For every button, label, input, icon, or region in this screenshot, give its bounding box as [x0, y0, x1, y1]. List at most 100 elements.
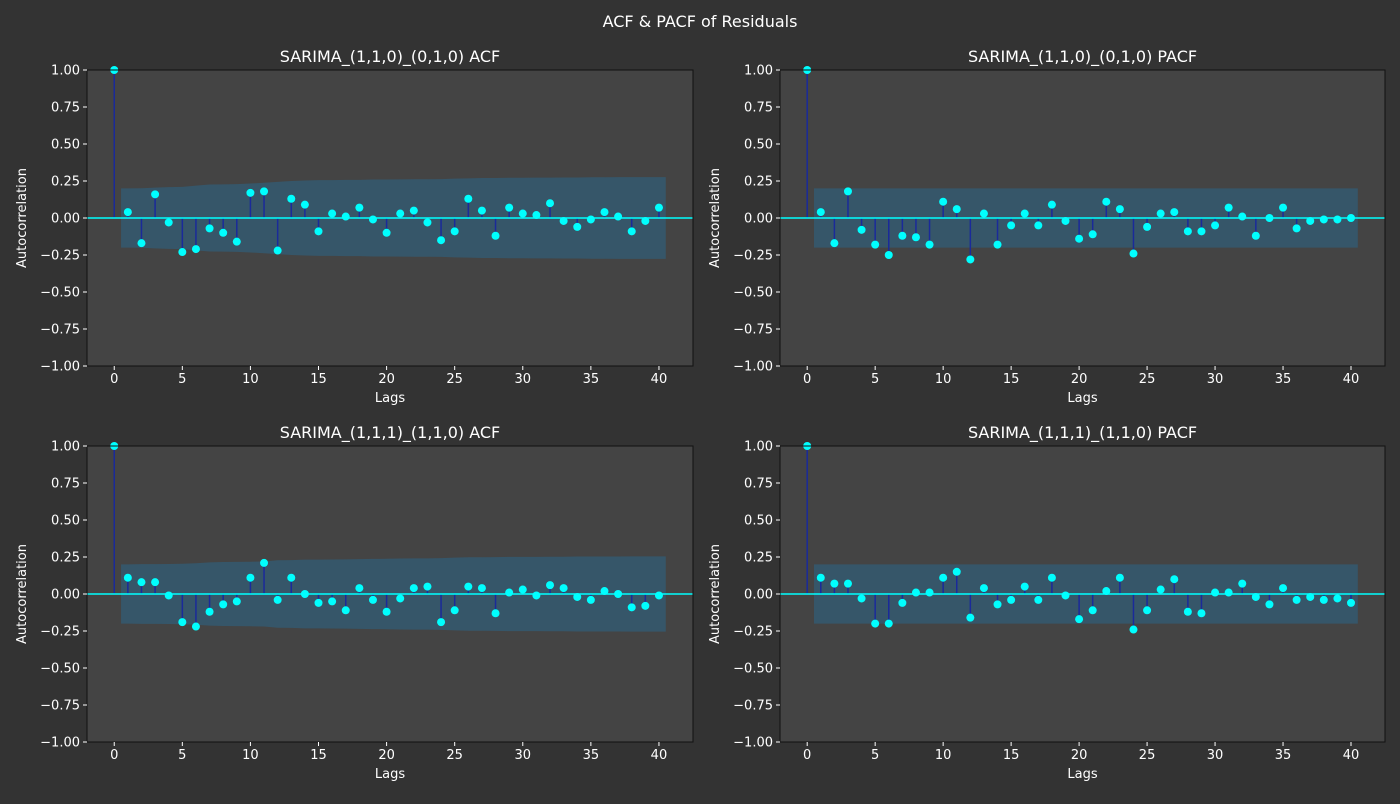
marker-lag-5: [178, 618, 187, 627]
marker-lag-23: [1115, 205, 1124, 214]
x-axis-label: Lags: [375, 391, 405, 406]
marker-lag-22: [409, 206, 418, 215]
marker-lag-20: [1075, 234, 1084, 243]
marker-lag-25: [1143, 222, 1152, 231]
marker-lag-32: [546, 199, 555, 208]
marker-lag-16: [1020, 209, 1029, 218]
x-tick-label: 15: [1003, 748, 1020, 763]
marker-lag-34: [1265, 214, 1274, 222]
marker-lag-31: [1224, 588, 1233, 597]
marker-lag-14: [993, 240, 1002, 249]
marker-lag-40: [1347, 214, 1356, 222]
marker-lag-29: [505, 203, 514, 212]
marker-lag-38: [627, 603, 636, 612]
marker-lag-18: [355, 584, 364, 593]
marker-lag-3: [151, 578, 160, 587]
chart-title: SARIMA_(1,1,1)_(1,1,0) PACF: [968, 423, 1197, 443]
x-tick-label: 25: [446, 372, 463, 387]
marker-lag-27: [1170, 575, 1179, 584]
chart-title: SARIMA_(1,1,0)_(0,1,0) PACF: [968, 47, 1197, 67]
marker-lag-20: [382, 228, 391, 237]
marker-lag-7: [205, 607, 214, 616]
x-tick-label: 5: [871, 372, 879, 387]
y-tick-label: −0.25: [733, 625, 773, 640]
x-tick-label: 20: [1071, 372, 1088, 387]
marker-lag-33: [1251, 231, 1260, 240]
x-tick-label: 20: [378, 748, 395, 763]
y-tick-label: 0.75: [744, 477, 773, 492]
y-tick-label: 0.25: [51, 175, 80, 190]
marker-lag-24: [1129, 249, 1138, 258]
marker-lag-8: [911, 588, 920, 597]
marker-lag-37: [1306, 216, 1315, 225]
x-tick-label: 25: [1139, 372, 1156, 387]
x-axis-label: Lags: [1067, 391, 1097, 406]
y-tick-label: −0.25: [733, 249, 773, 264]
y-tick-label: −0.50: [40, 662, 80, 677]
marker-lag-9: [232, 597, 241, 606]
y-tick-label: 0.00: [744, 212, 773, 227]
marker-lag-17: [341, 212, 350, 221]
chart-acf-bottom-left: 0 5 10 15 20 25 30 35 40 1.00 0.75 0.50 0.25 0.00 −0.2…: [15, 423, 694, 782]
marker-lag-33: [559, 216, 568, 225]
y-tick-label: −1.00: [40, 360, 80, 375]
x-tick-label: 20: [1071, 748, 1088, 763]
marker-lag-19: [368, 595, 377, 604]
marker-lag-35: [586, 215, 595, 224]
chart-acf-top-left: 0 5 10 15 20 25 30 35 40 1.00 0.75 0.50 0.25 0.00 −0.2…: [15, 47, 694, 406]
marker-lag-11: [952, 567, 961, 576]
marker-lag-30: [518, 585, 527, 594]
y-tick-label: 0.00: [51, 588, 80, 603]
marker-lag-7: [898, 598, 907, 607]
x-axis-label: Lags: [1067, 767, 1097, 782]
marker-lag-21: [396, 209, 405, 218]
y-tick-label: −1.00: [733, 360, 773, 375]
marker-lag-4: [164, 591, 173, 600]
x-tick-label: 15: [310, 748, 327, 763]
marker-lag-15: [1007, 221, 1016, 230]
x-tick-label: 25: [446, 748, 463, 763]
x-tick-label: 35: [583, 372, 600, 387]
marker-lag-4: [857, 225, 866, 234]
marker-lag-25: [450, 227, 459, 236]
marker-lag-1: [123, 208, 132, 217]
figure-title: ACF & PACF of Residuals: [602, 12, 798, 31]
marker-lag-27: [477, 206, 486, 215]
marker-lag-13: [287, 573, 296, 582]
x-tick-label: 5: [178, 748, 186, 763]
marker-lag-17: [1034, 595, 1043, 604]
marker-lag-17: [1034, 221, 1043, 230]
marker-lag-2: [830, 239, 839, 248]
marker-lag-11: [952, 205, 961, 214]
marker-lag-6: [884, 251, 893, 259]
y-tick-label: 1.00: [51, 64, 80, 79]
marker-lag-39: [641, 601, 650, 610]
marker-lag-13: [979, 584, 988, 593]
marker-lag-19: [1061, 591, 1070, 600]
x-tick-label: 5: [178, 372, 186, 387]
marker-lag-20: [382, 607, 391, 616]
marker-lag-30: [1211, 221, 1220, 230]
x-tick-label: 0: [110, 372, 118, 387]
chart-title: SARIMA_(1,1,1)_(1,1,0) ACF: [280, 423, 501, 443]
marker-lag-1: [123, 573, 132, 582]
x-tick-label: 30: [1207, 372, 1224, 387]
x-tick-label: 5: [871, 748, 879, 763]
marker-lag-1: [816, 573, 825, 582]
x-tick-label: 30: [1207, 748, 1224, 763]
marker-lag-13: [287, 194, 296, 203]
marker-lag-34: [1265, 600, 1274, 609]
marker-lag-7: [898, 231, 907, 240]
x-tick-label: 15: [1003, 372, 1020, 387]
marker-lag-33: [1251, 592, 1260, 601]
x-tick-label: 10: [242, 748, 259, 763]
marker-lag-18: [355, 203, 364, 212]
marker-lag-18: [1047, 200, 1056, 209]
chart-pacf-top-right: 0 5 10 15 20 25 30 35 40 1.00 0.75 0.50 0.25 0.00 −0.2…: [708, 47, 1386, 406]
x-axis-label: Lags: [375, 767, 405, 782]
y-tick-label: 0.50: [744, 514, 773, 529]
y-tick-label: −1.00: [733, 736, 773, 751]
marker-lag-9: [925, 240, 934, 249]
marker-lag-19: [368, 215, 377, 224]
marker-lag-14: [300, 200, 309, 209]
